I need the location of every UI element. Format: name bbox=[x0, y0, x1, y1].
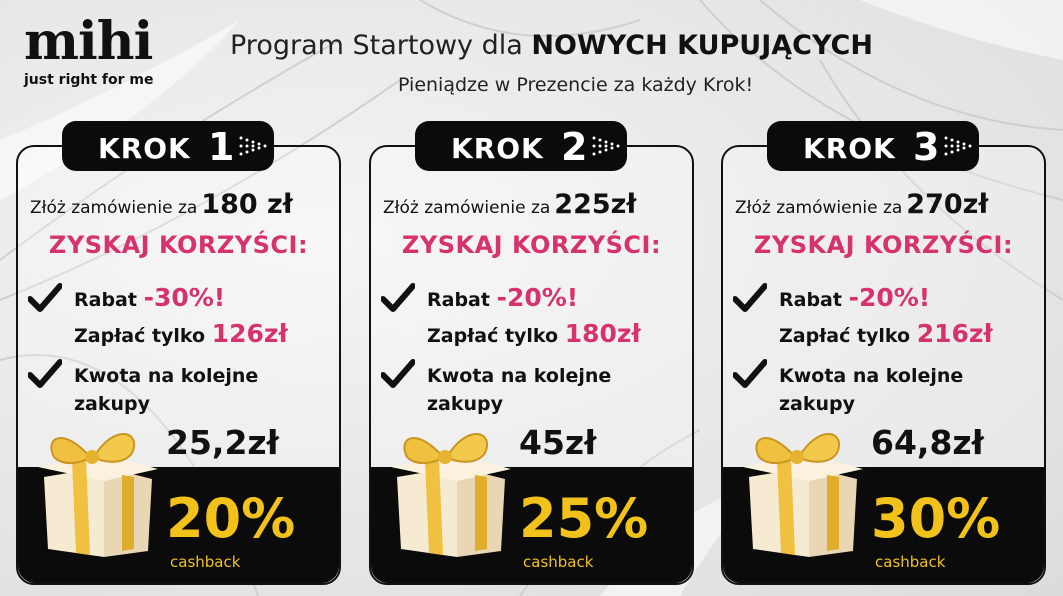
cashback-amount: 64,8zł bbox=[871, 423, 984, 462]
credit-line-2: zakupy bbox=[74, 393, 151, 415]
pay-value: 126zł bbox=[211, 319, 288, 348]
credit-line-1: Kwota na kolejne bbox=[779, 365, 964, 387]
cashback-percent: 20% bbox=[166, 487, 296, 550]
order-requirement: Złóż zamówienie za 225zł bbox=[383, 189, 636, 220]
gift-box-icon bbox=[743, 433, 863, 557]
pay-label: Zapłać tylko bbox=[779, 325, 911, 347]
discount-label: Rabat bbox=[74, 289, 137, 311]
discount-label: Rabat bbox=[779, 289, 842, 311]
step-badge-label: KROK bbox=[451, 132, 544, 165]
discount-line: Rabat -20%! bbox=[779, 283, 930, 312]
benefits-heading: ZYSKAJ KORZYŚCI: bbox=[48, 231, 309, 259]
step-number: 1 bbox=[208, 125, 235, 169]
step-number: 2 bbox=[561, 125, 588, 169]
checkmark-icon bbox=[28, 283, 62, 312]
cashback-percent: 30% bbox=[871, 487, 1001, 550]
brand-logo: mihi just right for me bbox=[24, 11, 154, 89]
order-label: Złóż zamówienie za bbox=[383, 198, 551, 218]
cashback-label: cashback bbox=[523, 553, 594, 571]
gift-box-icon bbox=[38, 433, 158, 557]
pay-line: Zapłać tylko 126zł bbox=[74, 319, 288, 348]
order-label: Złóż zamówienie za bbox=[735, 198, 903, 218]
credit-line-1: Kwota na kolejne bbox=[427, 365, 612, 387]
discount-value: -20%! bbox=[496, 283, 579, 312]
checkmark-icon bbox=[733, 283, 767, 312]
checkmark-icon bbox=[381, 283, 415, 312]
credit-line-2: zakupy bbox=[427, 393, 504, 415]
step-card-2: KROK 2 Złóż zamówienie za 225zł ZYSKAJ KO… bbox=[369, 121, 694, 585]
checkmark-icon bbox=[28, 359, 62, 388]
step-badge: KROK 2 bbox=[415, 121, 627, 171]
cashback-amount: 25,2zł bbox=[166, 423, 279, 462]
order-requirement: Złóż zamówienie za 180 zł bbox=[30, 189, 293, 220]
benefits-heading: ZYSKAJ KORZYŚCI: bbox=[753, 231, 1014, 259]
order-label: Złóż zamówienie za bbox=[30, 198, 198, 218]
pay-label: Zapłać tylko bbox=[74, 325, 206, 347]
step-number: 3 bbox=[913, 125, 940, 169]
step-card-3: KROK 3 Złóż zamówienie za 270zł ZYSKAJ KO… bbox=[721, 121, 1046, 585]
pay-value: 216zł bbox=[916, 319, 993, 348]
pay-line: Zapłać tylko 180zł bbox=[427, 319, 641, 348]
discount-value: -20%! bbox=[848, 283, 931, 312]
discount-line: Rabat -20%! bbox=[427, 283, 578, 312]
cashback-label: cashback bbox=[170, 553, 241, 571]
credit-line-2: zakupy bbox=[779, 393, 856, 415]
order-amount: 180 zł bbox=[201, 189, 293, 220]
cashback-label: cashback bbox=[875, 553, 946, 571]
checkmark-icon bbox=[381, 359, 415, 388]
arrow-right-icon bbox=[944, 136, 972, 156]
cashback-percent: 25% bbox=[519, 487, 649, 550]
pay-line: Zapłać tylko 216zł bbox=[779, 319, 993, 348]
step-badge: KROK 1 bbox=[62, 121, 274, 171]
title-prefix: Program Startowy dla bbox=[230, 30, 532, 61]
pay-value: 180zł bbox=[564, 319, 641, 348]
order-requirement: Złóż zamówienie za 270zł bbox=[735, 189, 988, 220]
order-amount: 270zł bbox=[906, 189, 989, 220]
step-badge-label: KROK bbox=[803, 132, 896, 165]
page-subtitle: Pieniądze w Prezencie za każdy Krok! bbox=[398, 74, 754, 96]
gift-box-icon bbox=[391, 433, 511, 557]
pay-label: Zapłać tylko bbox=[427, 325, 559, 347]
checkmark-icon bbox=[733, 359, 767, 388]
discount-value: -30%! bbox=[143, 283, 226, 312]
page-title: Program Startowy dla NOWYCH KUPUJĄCYCH bbox=[230, 30, 873, 61]
order-amount: 225zł bbox=[554, 189, 637, 220]
title-emphasis: NOWYCH KUPUJĄCYCH bbox=[531, 30, 873, 61]
step-badge: KROK 3 bbox=[767, 121, 979, 171]
step-card-1: KROK 1 Złóż zamówienie za 180 zł ZYSKAJ K… bbox=[16, 121, 341, 585]
credit-line-1: Kwota na kolejne bbox=[74, 365, 259, 387]
arrow-right-icon bbox=[592, 136, 620, 156]
benefits-heading: ZYSKAJ KORZYŚCI: bbox=[401, 231, 662, 259]
discount-label: Rabat bbox=[427, 289, 490, 311]
brand-name: mihi bbox=[24, 11, 153, 72]
discount-line: Rabat -30%! bbox=[74, 283, 225, 312]
cashback-amount: 45zł bbox=[519, 423, 597, 462]
arrow-right-icon bbox=[239, 136, 267, 156]
step-badge-label: KROK bbox=[98, 132, 191, 165]
brand-tagline: just right for me bbox=[24, 72, 154, 88]
